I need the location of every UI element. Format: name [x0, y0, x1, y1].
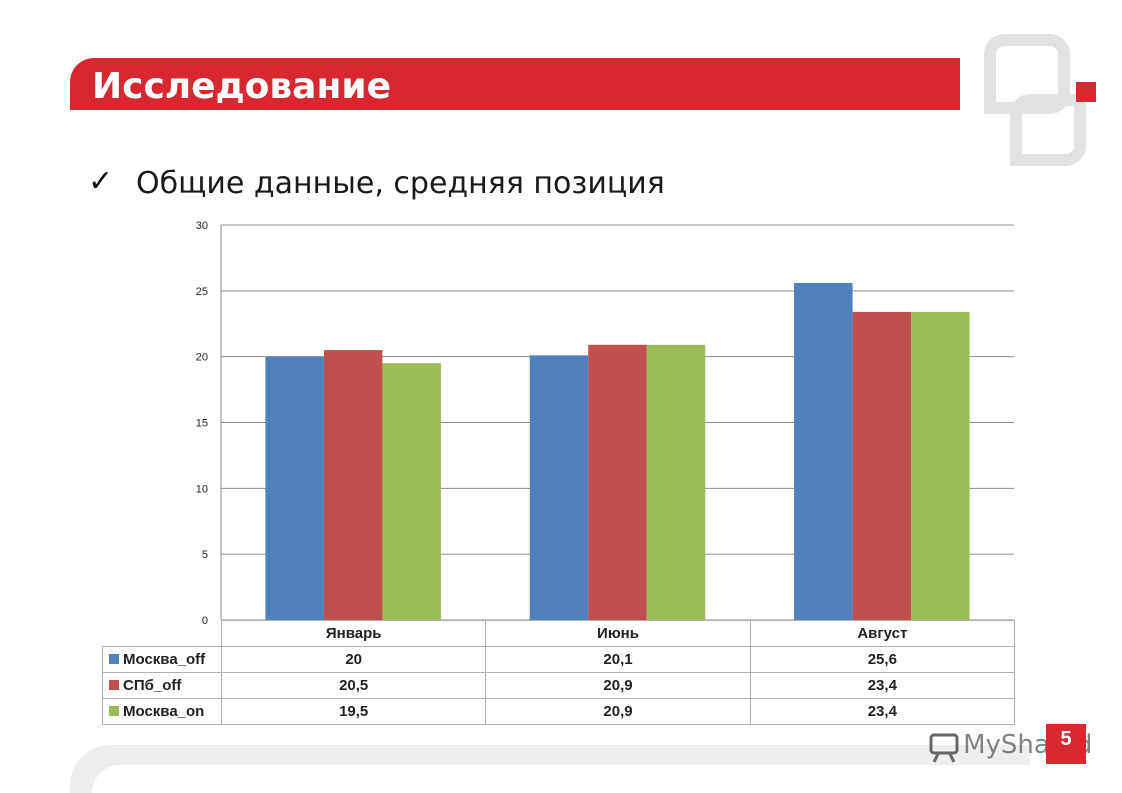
legend-key: [109, 706, 119, 716]
data-label: 25,6: [749, 646, 1015, 673]
company-logo-icon: [984, 34, 1096, 166]
category-label: Июнь: [485, 620, 751, 647]
data-label: 20,9: [485, 672, 751, 699]
checkmark-icon: ✓: [88, 164, 114, 199]
table-row: Москва_off 20 20,1 25,6: [102, 646, 1015, 673]
y-tick-label: 10: [196, 483, 208, 495]
footer-band-inner: [92, 765, 1030, 793]
chart-subtitle: Общие данные, средняя позиция: [136, 166, 665, 201]
bar: [382, 363, 441, 620]
bar: [911, 311, 970, 620]
watermark-icon: [929, 733, 959, 763]
series-label: Москва_on: [102, 698, 222, 725]
data-label: 20: [220, 646, 487, 673]
data-label: 20,9: [485, 698, 751, 725]
page-number-box: [1046, 724, 1086, 764]
y-tick-label: 15: [196, 418, 208, 430]
title-bar: [70, 58, 960, 110]
data-label: 23,4: [749, 672, 1015, 699]
y-tick-label: 30: [196, 220, 208, 232]
series-name: Москва_off: [123, 651, 206, 668]
bar: [852, 311, 912, 620]
y-tick-label: 25: [196, 286, 208, 298]
table-corner: [102, 620, 222, 647]
legend-key: [109, 680, 119, 690]
series-name: Москва_on: [123, 703, 205, 720]
data-label: 19,5: [220, 698, 487, 725]
y-tick-label: 20: [196, 352, 208, 364]
y-tick-label: 5: [202, 549, 208, 561]
data-label: 20,1: [485, 646, 751, 673]
legend-key: [109, 654, 119, 664]
series-label: СПб_off: [102, 672, 222, 699]
table-row: Москва_on 19,5 20,9 23,4: [102, 698, 1015, 725]
bar: [646, 344, 706, 620]
table-row: СПб_off 20,5 20,9 23,4: [102, 672, 1015, 699]
bar: [794, 282, 853, 620]
slide-title: Исследование: [92, 66, 391, 107]
data-label: 23,4: [749, 698, 1015, 725]
bar: [529, 355, 589, 620]
category-label: Август: [749, 620, 1015, 647]
table-header-row: Январь Июнь Август: [102, 620, 1015, 647]
series-label: Москва_off: [102, 646, 222, 673]
series-name: СПб_off: [123, 677, 182, 694]
chart-data-table: Январь Июнь Август Москва_off 20 20,1 25,6 СПб_…: [102, 620, 1015, 725]
page-number: 5: [1060, 728, 1072, 750]
bar: [588, 344, 647, 620]
bar: [323, 350, 383, 620]
category-label: Январь: [220, 620, 487, 647]
data-label: 20,5: [220, 672, 487, 699]
bar: [265, 356, 324, 620]
